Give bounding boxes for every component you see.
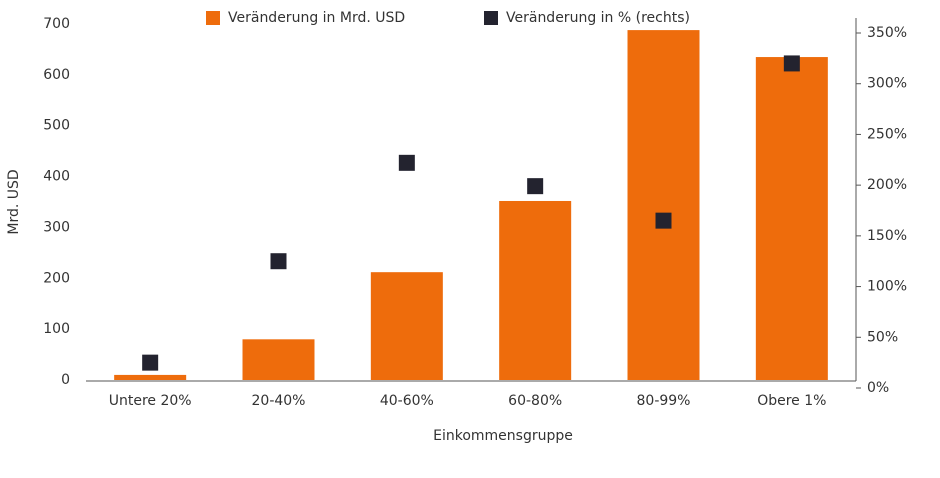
y2-tick-label: 350% (867, 25, 907, 41)
bar (499, 200, 572, 380)
legend-label: Veränderung in Mrd. USD (228, 10, 405, 26)
bar (627, 30, 700, 381)
y2-tick-label: 100% (867, 279, 907, 295)
bar (242, 339, 315, 380)
y-tick-label: 100 (43, 321, 70, 337)
y-axis-title: Mrd. USD (6, 169, 22, 234)
point (270, 253, 287, 270)
y-tick-label: 600 (43, 67, 70, 83)
legend-label: Veränderung in % (rechts) (506, 10, 690, 26)
y2-tick-label: 250% (867, 126, 907, 142)
y2-tick-label: 200% (867, 177, 907, 193)
point (783, 55, 800, 72)
legend-swatch (206, 11, 220, 25)
point (527, 178, 544, 195)
bar (114, 374, 187, 380)
y2-tick-label: 0% (867, 380, 889, 396)
y2-tick-label: 50% (867, 329, 898, 345)
y-tick-label: 500 (43, 118, 70, 134)
x-tick-label: 80-99% (637, 393, 691, 409)
y-tick-label: 400 (43, 169, 70, 185)
x-axis-title: Einkommensgruppe (433, 428, 573, 444)
point (142, 354, 159, 371)
y-tick-label: 300 (43, 219, 70, 235)
x-tick-label: Obere 1% (757, 393, 826, 409)
bar (370, 272, 443, 380)
y2-tick-label: 300% (867, 76, 907, 92)
x-tick-label: 20-40% (252, 393, 306, 409)
bar (755, 57, 828, 381)
point (398, 154, 415, 171)
point (655, 212, 672, 229)
legend-swatch (484, 11, 498, 25)
y2-tick-label: 150% (867, 228, 907, 244)
x-tick-label: Untere 20% (109, 393, 192, 409)
y-tick-label: 0 (61, 372, 70, 388)
x-tick-label: 40-60% (380, 393, 434, 409)
y-tick-label: 200 (43, 270, 70, 286)
x-tick-label: 60-80% (508, 393, 562, 409)
y-tick-label: 700 (43, 16, 70, 32)
